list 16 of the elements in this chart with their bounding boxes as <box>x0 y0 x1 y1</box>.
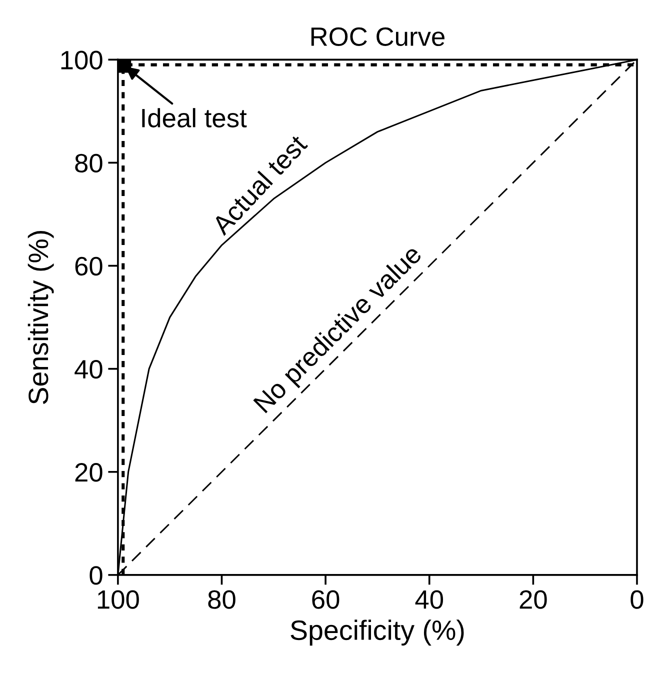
y-tick-label: 60 <box>75 256 102 276</box>
x-tick-label: 20 <box>520 590 547 609</box>
x-tick-label: 40 <box>415 590 444 609</box>
y-tick-label: 80 <box>75 154 102 173</box>
x-tick-label: 100 <box>98 590 139 609</box>
chart-title: ROC Curve <box>311 27 444 46</box>
y-tick-label: 20 <box>75 463 102 482</box>
x-axis-title: Specificity (%) <box>290 620 464 646</box>
annotation: Ideal test <box>142 108 247 128</box>
y-tick-label: 40 <box>74 360 102 379</box>
y-tick-label: 0 <box>90 566 102 585</box>
y-tick-label: 100 <box>61 50 102 70</box>
x-tick-label: 80 <box>208 590 236 609</box>
x-tick-label: 0 <box>630 590 644 609</box>
y-axis-title: Sensitivity (%) <box>28 231 54 404</box>
x-tick-label: 60 <box>312 590 340 609</box>
